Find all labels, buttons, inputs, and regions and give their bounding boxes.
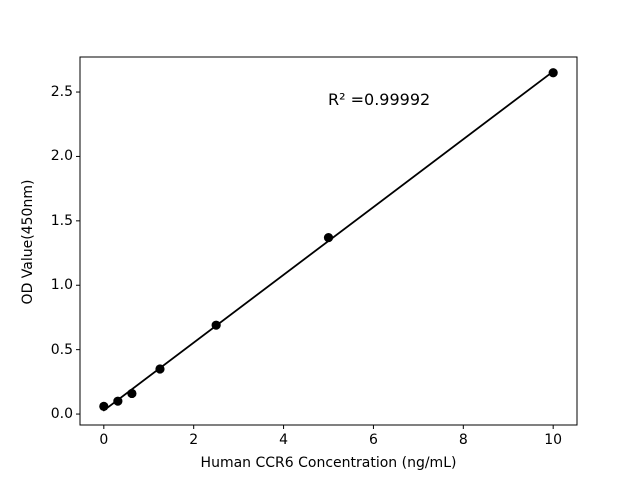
plot-border [79, 56, 578, 426]
data-point [323, 232, 334, 243]
data-point [99, 401, 109, 411]
data-point [548, 68, 558, 78]
x-tick-label: 4 [279, 432, 289, 448]
x-tick-label: 10 [544, 432, 563, 448]
x-tick-label: 8 [458, 432, 468, 448]
x-tick-label: 0 [99, 432, 109, 448]
data-point [211, 320, 221, 330]
y-tick-label: 0.5 [50, 341, 73, 358]
data-point [155, 364, 165, 374]
x-tick-label: 6 [368, 432, 378, 448]
y-axis-label: OD Value(450nm) [20, 179, 36, 305]
x-axis-label: Human CCR6 Concentration (ng/mL) [200, 455, 457, 471]
y-tick-label: 1.0 [50, 277, 73, 294]
y-tick-label: 1.5 [50, 212, 73, 229]
y-tick-label: 2.5 [50, 84, 73, 101]
y-tick-label: 2.0 [50, 148, 73, 165]
y-tick-label: 0.0 [50, 406, 73, 423]
r-squared-annotation: R² =0.99992 [328, 90, 431, 109]
x-tick-label: 2 [189, 432, 199, 448]
data-point [113, 396, 123, 406]
data-point [127, 388, 137, 399]
